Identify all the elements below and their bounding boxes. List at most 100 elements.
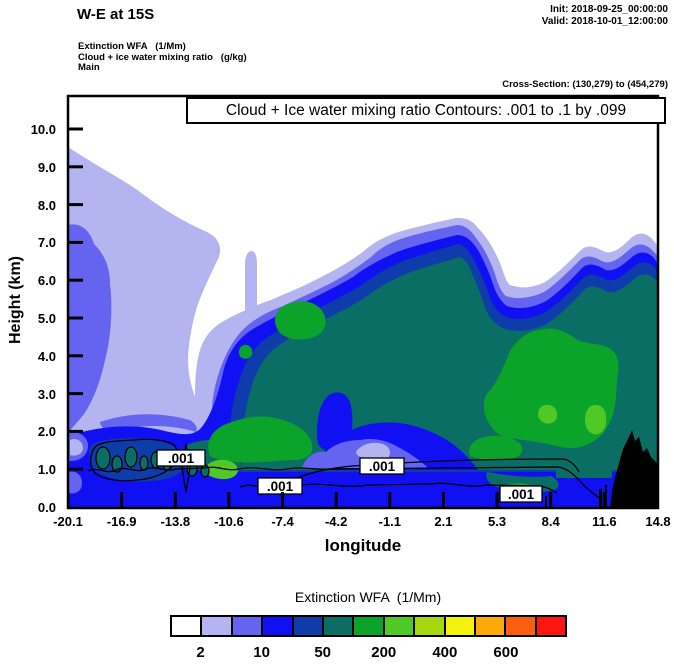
annotation-cloud-ice: Cloud + ice water mixing ratio (g/kg): [78, 51, 247, 63]
contour-region-lightgreen: [538, 404, 558, 424]
contour-blob: [95, 446, 111, 470]
run-times: Init: 2018-09-25_00:00:00 Valid: 2018-10…: [542, 4, 668, 28]
colorbar-cell-yellow: [445, 617, 476, 635]
x-tick-label: 11.6: [592, 514, 617, 529]
y-tick-label: 4.0: [37, 348, 56, 364]
x-tick-mark: [549, 492, 553, 508]
colorbar-cell-green: [354, 617, 385, 635]
contour-label-box: [359, 457, 405, 475]
colorbar-cell-lightgreen: [384, 617, 416, 635]
contour-blob: [200, 464, 210, 478]
colorbar: [170, 615, 567, 637]
contour-label: .001: [267, 479, 294, 494]
init-time: Init: 2018-09-25_00:00:00: [550, 4, 668, 15]
contour-region-lightgreen: [585, 404, 607, 435]
y-tick-label: 10.0: [30, 122, 56, 137]
y-tick-label: 3.0: [37, 386, 56, 402]
x-tick-label: 14.8: [645, 514, 671, 529]
contour-label-box: [156, 449, 206, 467]
x-tick-mark: [334, 492, 338, 508]
contour-blob: [124, 446, 138, 468]
contour-region-teal: [556, 449, 612, 478]
colorbar-cell-orange: [475, 617, 507, 635]
contour-region-green: [275, 301, 326, 340]
valid-time: Valid: 2018-10-01_12:00:00: [541, 16, 668, 27]
contour-label-box: [499, 485, 543, 503]
y-tick-label: 9.0: [37, 159, 56, 175]
cross-section-info: Cross-Section: (130,279) to (454,279): [502, 79, 668, 90]
x-tick-label: 2.1: [434, 514, 453, 529]
contour-blob: [139, 455, 149, 471]
y-tick-mark: [68, 203, 83, 207]
colorbar-cell-navy: [293, 617, 324, 635]
colorbar-cell-teal: [323, 617, 355, 635]
y-tick-label: 0.0: [37, 500, 56, 515]
x-tick-label: -20.1: [53, 514, 83, 529]
contour-region-green: [208, 416, 313, 463]
y-tick-mark: [68, 127, 83, 131]
annotation-extinction: Extinction WFA (1/Mm): [78, 41, 186, 52]
contour-label: .001: [168, 451, 195, 466]
colorbar-tick-label: 200: [371, 644, 397, 661]
contour-region-lavender: [70, 438, 83, 456]
contour-region-lightgreen: [205, 459, 238, 480]
x-tick-label: -1.1: [378, 514, 402, 529]
colorbar-tick-label: 10: [253, 644, 270, 661]
terrain-silhouette: [599, 489, 602, 508]
y-tick-mark: [68, 316, 83, 320]
y-tick-label: 1.0: [37, 462, 56, 478]
contour-region-lavender: [245, 250, 257, 310]
page-title: W-E at 15S: [77, 6, 155, 23]
contour-label: .001: [508, 487, 535, 502]
cloud-contour-line: [291, 458, 580, 481]
x-tick-label: 8.4: [541, 514, 560, 529]
x-tick-mark: [173, 492, 177, 508]
y-tick-label: 2.0: [37, 424, 56, 440]
colorbar-tick-label: 2: [196, 644, 205, 661]
cloud-contour-line: [87, 466, 602, 500]
contour-region-green: [469, 435, 523, 460]
y-tick-label: 8.0: [37, 197, 56, 213]
x-tick-label: 5.3: [488, 514, 507, 529]
contour-region-violet: [68, 224, 112, 433]
y-tick-label: 5.0: [37, 311, 56, 326]
plot-border: [66, 94, 660, 510]
x-tick-mark: [388, 492, 392, 508]
contour-blob: [111, 455, 123, 473]
y-tick-label: 7.0: [37, 235, 56, 251]
x-tick-label: -16.9: [106, 514, 137, 529]
y-tick-mark: [68, 429, 83, 433]
x-tick-label: -10.6: [214, 514, 244, 529]
terrain-silhouette: [610, 430, 658, 508]
x-tick-label: -13.8: [160, 514, 191, 529]
y-tick-mark: [68, 354, 83, 358]
colorbar-tick-label: 600: [493, 644, 519, 661]
colorbar-title: Extinction WFA (1/Mm): [294, 589, 442, 605]
plot-area: .001 .001 .001 .001: [68, 96, 658, 508]
x-tick-mark: [227, 492, 231, 508]
x-tick-mark: [495, 492, 499, 508]
x-axis-title: longitude: [324, 536, 402, 555]
x-tick-mark: [441, 492, 445, 508]
y-axis-title: Height (km): [7, 256, 24, 344]
y-tick-mark: [68, 240, 83, 244]
x-tick-mark: [120, 492, 124, 508]
contour-label: .001: [369, 459, 396, 474]
colorbar-tick-label: 50: [314, 644, 332, 661]
colorbar-cell-lavender: [202, 617, 233, 635]
contour-region-violet: [68, 471, 82, 494]
y-tick-label: 6.0: [37, 273, 56, 289]
contour-info-box: Cloud + Ice water mixing ratio Contours:…: [186, 97, 666, 124]
x-tick-mark: [602, 492, 606, 508]
annotation-domain: Main: [78, 62, 100, 73]
x-tick-label: -7.4: [271, 514, 294, 529]
cloud-contour-line: [89, 438, 178, 482]
terrain-silhouette: [545, 496, 547, 508]
contour-label-box: [257, 477, 303, 495]
colorbar-cell-violet: [232, 617, 264, 635]
colorbar-cell-darkorange: [506, 617, 537, 635]
x-tick-mark: [281, 492, 285, 508]
y-tick-mark: [68, 278, 83, 282]
